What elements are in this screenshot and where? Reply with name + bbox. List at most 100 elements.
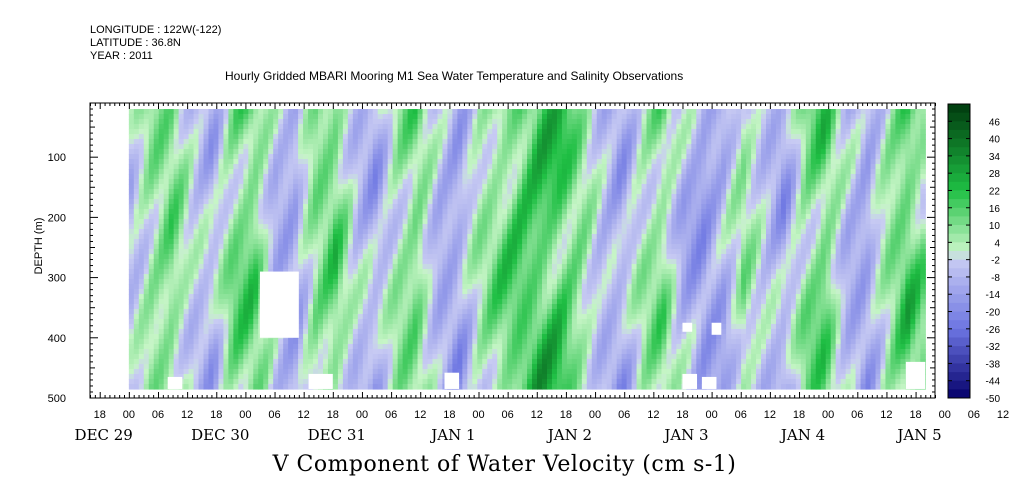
heatmap-cell xyxy=(397,239,404,245)
heatmap-cell xyxy=(183,358,190,365)
heatmap-cell xyxy=(178,204,185,210)
heatmap-cell xyxy=(228,154,234,160)
heatmap-cell xyxy=(213,124,220,130)
heatmap-cell xyxy=(437,348,444,355)
heatmap-cell xyxy=(487,134,493,140)
heatmap-cell xyxy=(467,263,473,270)
heatmap-cell xyxy=(551,343,558,350)
heatmap-cell xyxy=(377,149,384,155)
heatmap-cell xyxy=(278,174,284,180)
heatmap-cell xyxy=(238,159,244,165)
heatmap-cell xyxy=(203,199,210,205)
heatmap-cell xyxy=(178,174,185,180)
heatmap-cell xyxy=(183,209,190,215)
heatmap-cell xyxy=(248,124,254,130)
heatmap-cell xyxy=(288,204,294,210)
heatmap-cell xyxy=(551,239,558,245)
heatmap-cell xyxy=(357,174,364,180)
heatmap-cell xyxy=(437,333,444,340)
heatmap-cell xyxy=(407,338,414,345)
heatmap-cell xyxy=(392,268,399,275)
heatmap-cell xyxy=(233,244,239,250)
heatmap-cell xyxy=(517,169,523,175)
heatmap-cell xyxy=(402,224,409,230)
heatmap-cell xyxy=(332,164,339,170)
heatmap-cell xyxy=(327,114,334,120)
heatmap-cell xyxy=(432,229,439,235)
heatmap-cell xyxy=(551,313,558,320)
heatmap-cell xyxy=(556,124,563,130)
heatmap-cell xyxy=(243,363,249,370)
heatmap-cell xyxy=(313,298,319,305)
heatmap-cell xyxy=(462,224,468,230)
heatmap-cell xyxy=(532,383,538,390)
heatmap-cell xyxy=(332,119,339,125)
heatmap-cell xyxy=(313,248,319,255)
heatmap-cell xyxy=(546,119,553,125)
heatmap-cell xyxy=(322,363,329,370)
heatmap-cell xyxy=(527,263,533,270)
heatmap-cell xyxy=(208,283,215,290)
heatmap-cell xyxy=(502,189,508,195)
heatmap-cell xyxy=(517,114,523,120)
heatmap-cell xyxy=(133,323,140,330)
heatmap-cell xyxy=(402,144,409,150)
heatmap-cell xyxy=(298,164,304,170)
heatmap-cell xyxy=(392,313,399,320)
heatmap-cell xyxy=(542,144,548,150)
heatmap-cell xyxy=(457,149,463,155)
heatmap-cell xyxy=(248,119,254,125)
heatmap-cell xyxy=(322,149,329,155)
heatmap-cell xyxy=(502,348,508,355)
heatmap-cell xyxy=(382,273,389,280)
heatmap-cell xyxy=(367,348,374,355)
heatmap-cell xyxy=(253,368,259,375)
heatmap-cell xyxy=(387,199,394,205)
heatmap-cell xyxy=(158,283,165,290)
heatmap-cell xyxy=(258,144,264,150)
heatmap-cell xyxy=(208,338,215,345)
heatmap-cell xyxy=(527,323,533,330)
heatmap-cell xyxy=(566,244,573,250)
heatmap-cell xyxy=(318,124,324,130)
heatmap-cell xyxy=(487,194,493,200)
heatmap-cell xyxy=(532,248,538,255)
heatmap-cell xyxy=(233,353,239,360)
heatmap-cell xyxy=(188,214,195,220)
heatmap-cell xyxy=(288,358,294,365)
heatmap-cell xyxy=(308,239,314,245)
heatmap-cell xyxy=(163,194,170,200)
heatmap-cell xyxy=(133,373,140,380)
heatmap-cell xyxy=(502,239,508,245)
heatmap-cell xyxy=(432,328,439,335)
heatmap-cell xyxy=(422,268,429,275)
heatmap-cell xyxy=(273,253,279,260)
heatmap-cell xyxy=(561,144,568,150)
heatmap-cell xyxy=(542,244,548,250)
heatmap-cell xyxy=(332,194,339,200)
heatmap-cell xyxy=(512,268,518,275)
heatmap-cell xyxy=(367,368,374,375)
heatmap-cell xyxy=(283,194,289,200)
heatmap-cell xyxy=(487,353,493,360)
heatmap-cell xyxy=(447,318,454,325)
heatmap-cell xyxy=(188,258,195,265)
heatmap-cell xyxy=(487,179,493,185)
heatmap-cell xyxy=(128,268,135,275)
heatmap-cell xyxy=(163,278,170,285)
heatmap-cell xyxy=(442,184,449,190)
heatmap-cell xyxy=(173,363,180,370)
heatmap-cell xyxy=(492,283,498,290)
heatmap-cell xyxy=(327,323,334,330)
heatmap-cell xyxy=(173,184,180,190)
heatmap-cell xyxy=(357,378,364,385)
heatmap-cell xyxy=(357,273,364,280)
heatmap-cell xyxy=(497,204,503,210)
heatmap-cell xyxy=(352,303,359,310)
heatmap-cell xyxy=(342,134,349,140)
heatmap-cell xyxy=(387,184,394,190)
heatmap-cell xyxy=(417,313,424,320)
heatmap-cell xyxy=(253,234,259,240)
heatmap-cell xyxy=(143,248,150,255)
heatmap-cell xyxy=(477,194,483,200)
